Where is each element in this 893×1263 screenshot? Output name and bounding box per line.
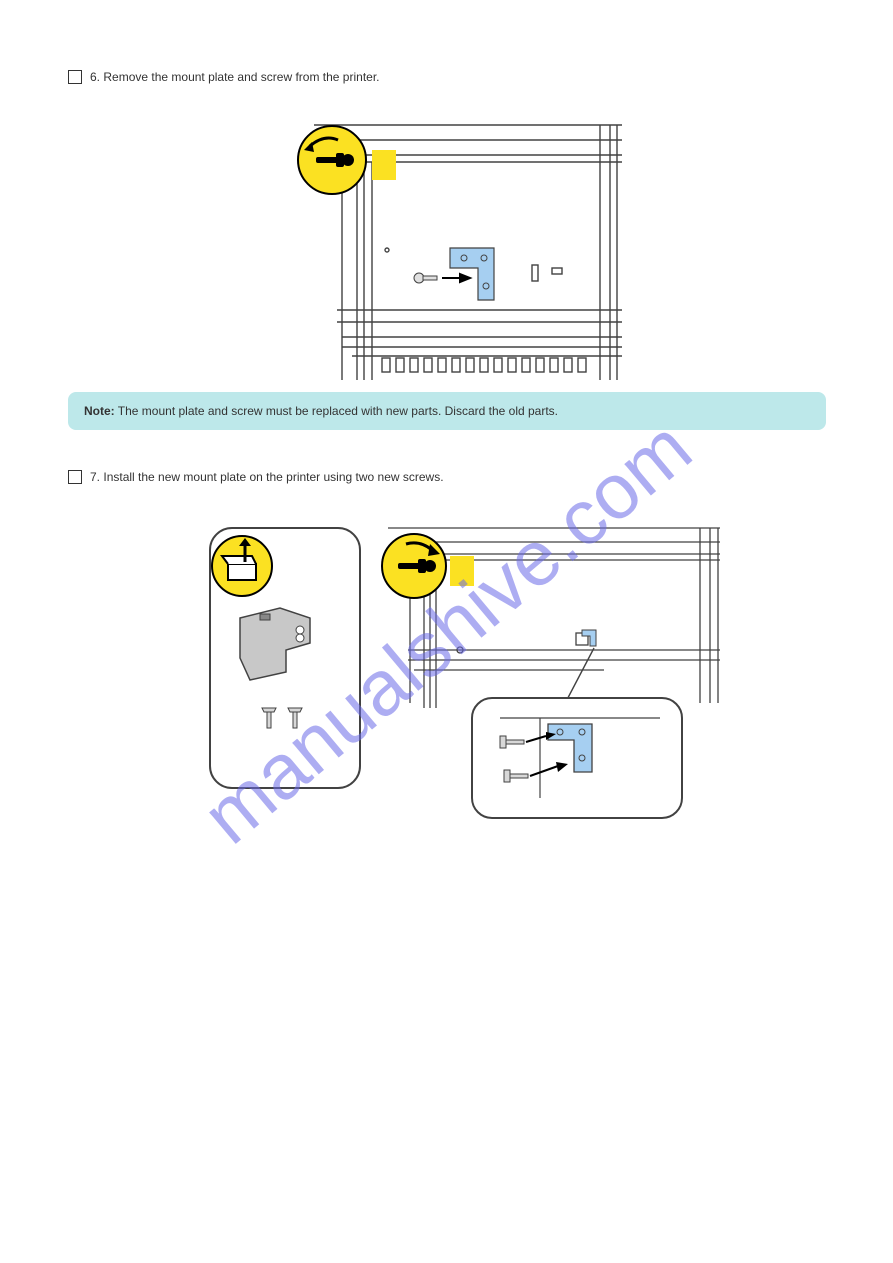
page-container: 6. Remove the mount plate and screw from… <box>0 0 893 1263</box>
figure2-svg <box>200 508 720 828</box>
step7-checkbox <box>68 470 82 484</box>
step6-checkbox <box>68 70 82 84</box>
step6-text: Remove the mount plate and screw from th… <box>103 70 379 84</box>
unpack-badge-icon <box>212 536 272 596</box>
old-screw <box>414 273 437 283</box>
step7-number: 7. <box>90 470 100 484</box>
screw-remove-badge-icon <box>298 126 366 194</box>
step6-number: 6. <box>90 70 100 84</box>
figure1-svg <box>292 100 622 380</box>
note-label: Note: <box>84 404 115 418</box>
figure-remove-plate <box>292 100 622 380</box>
note-text: The mount plate and screw must be replac… <box>115 404 558 418</box>
note-box: Note: The mount plate and screw must be … <box>68 392 826 430</box>
step7-text: Install the new mount plate on the print… <box>103 470 443 484</box>
figure-install-plate <box>200 508 720 828</box>
old-mount-plate <box>450 248 494 300</box>
screw-install-badge-icon <box>382 534 446 598</box>
installed-bracket-small <box>582 630 596 646</box>
step7-line: 7. Install the new mount plate on the pr… <box>90 469 444 486</box>
step6-line: 6. Remove the mount plate and screw from… <box>90 69 380 86</box>
